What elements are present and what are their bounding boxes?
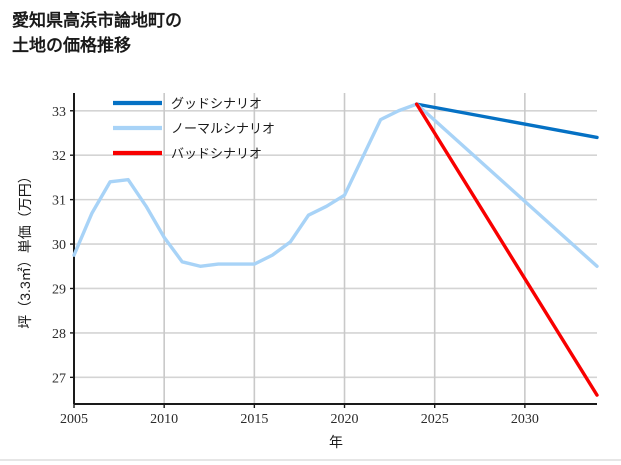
gridlines: [73, 93, 597, 404]
y-tick-label: 31: [52, 194, 66, 209]
x-tick-marks: [73, 404, 526, 408]
y-tick-label: 29: [52, 282, 66, 297]
legend-label: ノーマルシナリオ: [171, 121, 275, 136]
y-axis-title: 坪（3.3㎡）単価（万円）: [17, 169, 33, 328]
x-tick-labels: 2005 2010 2015 2020 2025 2030: [60, 412, 539, 427]
y-tick-labels: 27 28 29 30 31 32 33: [52, 105, 66, 387]
y-tick-label: 28: [52, 327, 66, 342]
data-series-lines: [72, 102, 599, 397]
y-tick-label: 30: [52, 238, 66, 253]
y-tick-label: 32: [52, 149, 66, 164]
plot-border: [73, 93, 597, 405]
x-tick-label: 2015: [240, 412, 268, 427]
page-title: 愛知県高浜市論地町の 土地の価格推移: [12, 11, 182, 55]
series-line: [414, 102, 599, 397]
y-tick-label: 27: [52, 371, 66, 386]
x-tick-label: 2020: [331, 412, 359, 427]
x-tick-label: 2005: [60, 412, 88, 427]
series-line: [72, 102, 419, 268]
y-tick-label: 33: [52, 105, 66, 120]
legend-label: グッドシナリオ: [171, 96, 262, 111]
x-tick-label: 2030: [511, 412, 539, 427]
series-line: [414, 102, 599, 140]
x-tick-label: 2025: [421, 412, 449, 427]
bottom-divider: [0, 459, 621, 461]
legend-label: バッドシナリオ: [171, 146, 262, 161]
x-axis-title: 年: [329, 434, 343, 450]
series-line: [414, 102, 599, 268]
x-tick-label: 2010: [150, 412, 178, 427]
y-tick-marks: [70, 110, 74, 379]
